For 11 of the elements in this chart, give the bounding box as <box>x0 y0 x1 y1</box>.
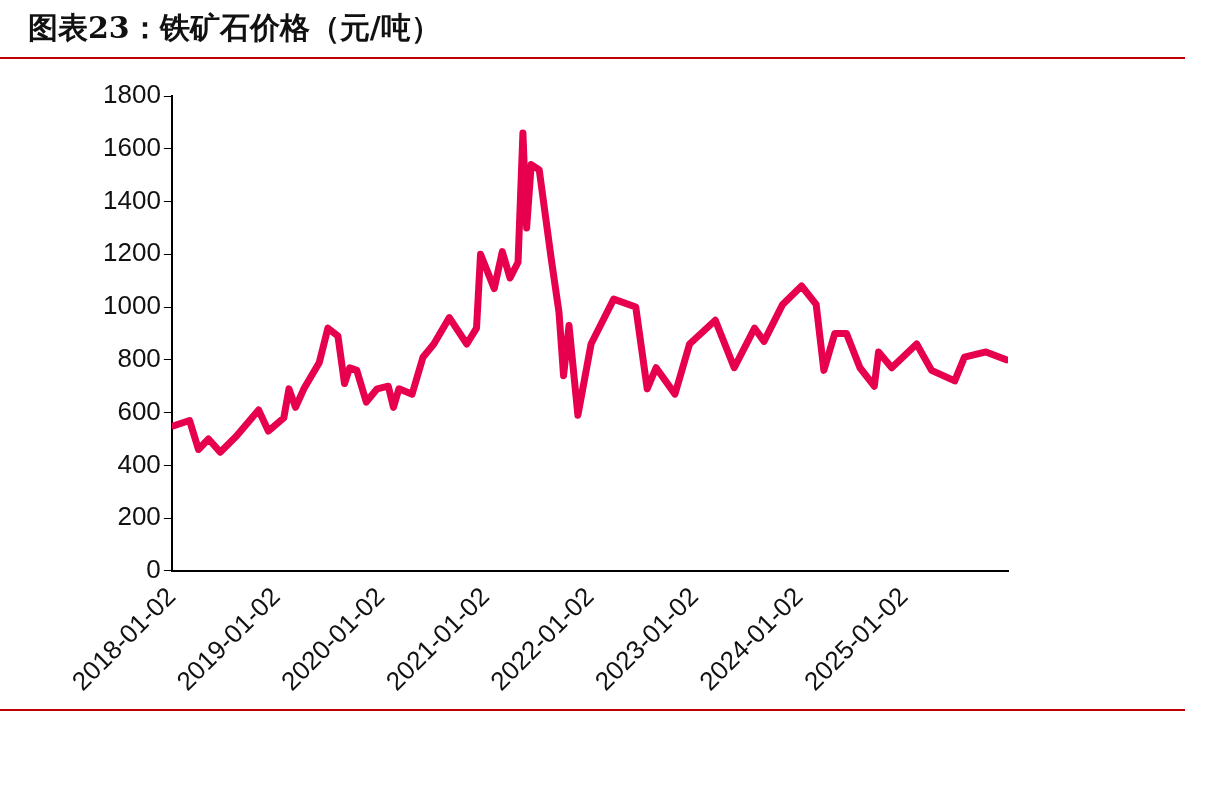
y-tick-label: 1000 <box>103 290 161 321</box>
y-tick-label: 600 <box>117 395 161 426</box>
y-tick-label: 200 <box>117 501 161 532</box>
y-tick-label: 400 <box>117 448 161 479</box>
y-tick-label: 0 <box>146 554 161 585</box>
y-tick-label: 1800 <box>103 79 161 110</box>
y-tick-label: 1400 <box>103 184 161 215</box>
y-tick-label: 1200 <box>103 237 161 268</box>
chart-title: 图表23：铁矿石价格（元/吨） <box>28 9 441 47</box>
y-tick-label: 800 <box>117 343 161 373</box>
y-tick-label: 1600 <box>103 131 161 162</box>
